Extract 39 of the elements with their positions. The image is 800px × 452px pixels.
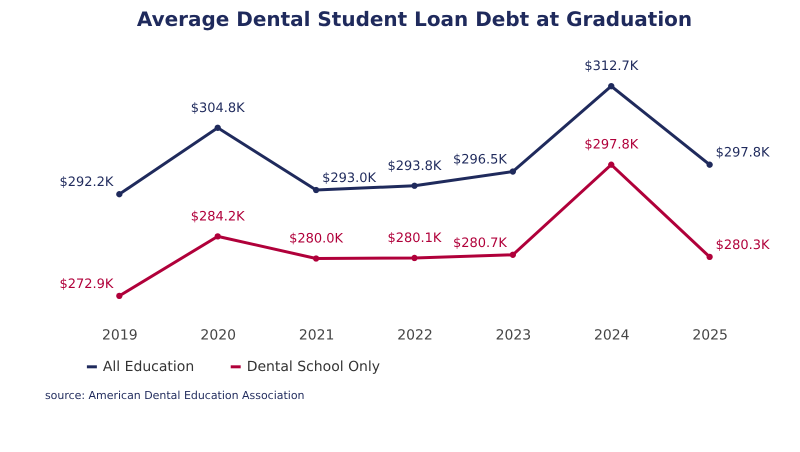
x-tick-label: 2023 <box>496 327 532 344</box>
data-label: $304.8K <box>190 100 246 116</box>
data-label: $284.2K <box>190 209 246 224</box>
point <box>706 162 713 168</box>
data-label: $280.3K <box>716 238 770 253</box>
data-label: $272.9K <box>59 276 114 292</box>
x-tick-label: 2025 <box>692 327 728 344</box>
point <box>706 254 713 260</box>
data-label: $280.0K <box>289 232 344 247</box>
point <box>608 83 614 90</box>
point <box>411 254 418 262</box>
data-label: $296.5K <box>452 152 508 168</box>
point <box>214 233 221 240</box>
x-tick-label: 2019 <box>102 327 138 344</box>
legend-label: All Education <box>102 358 194 375</box>
point <box>116 191 122 198</box>
source-note: source: American Dental Education Association <box>44 388 305 402</box>
x-tick-label: 2020 <box>200 327 236 344</box>
point <box>116 292 122 300</box>
data-label: $293.0K <box>322 170 376 186</box>
data-label: $280.7K <box>452 236 508 251</box>
point <box>510 168 516 175</box>
x-tick-label: 2021 <box>298 327 334 344</box>
x-tick-label: 2022 <box>397 327 433 344</box>
point <box>312 186 320 194</box>
point <box>312 255 320 262</box>
point <box>411 182 418 189</box>
chart-title: Average Dental Student Loan Debt at Graduation <box>136 7 692 32</box>
point <box>510 252 516 258</box>
data-label: $292.2K <box>59 175 114 190</box>
data-label: $297.8K <box>716 146 770 161</box>
data-label: $293.8K <box>388 158 442 174</box>
x-tick-label: 2024 <box>594 327 630 344</box>
legend-label: Dental School Only <box>246 358 380 375</box>
point <box>608 162 614 168</box>
data-label: $280.1K <box>388 230 442 246</box>
data-label: $312.7K <box>584 59 639 74</box>
data-label: $297.8K <box>584 138 639 153</box>
point <box>214 124 221 131</box>
